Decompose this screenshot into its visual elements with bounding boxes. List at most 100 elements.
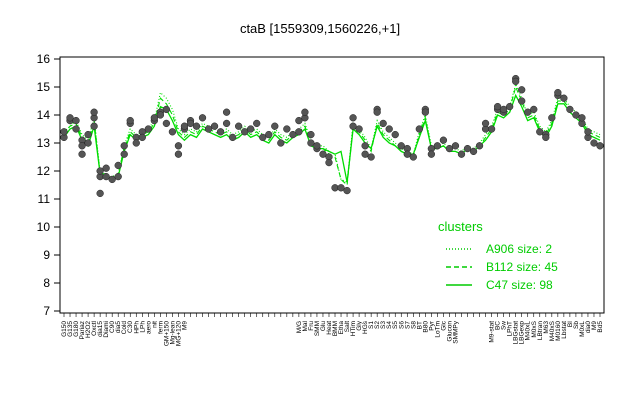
data-point bbox=[518, 86, 526, 94]
x-tick-label: MG+120 bbox=[175, 321, 182, 346]
x-tick-label: C30 bbox=[127, 321, 134, 333]
data-point bbox=[222, 119, 231, 128]
x-tick-label: aero bbox=[145, 321, 152, 334]
data-point bbox=[481, 119, 490, 128]
x-tick-label: Pyr bbox=[428, 320, 435, 331]
x-tick-label: S2 bbox=[374, 321, 381, 329]
y-tick-label: 14 bbox=[37, 108, 51, 122]
x-tick-label: Gly bbox=[356, 320, 363, 331]
x-tick-label: SMMPy bbox=[452, 320, 459, 344]
data-point bbox=[325, 158, 333, 167]
x-tick-label: Cold bbox=[121, 321, 128, 335]
data-point bbox=[228, 133, 237, 142]
x-tick-label: S6 bbox=[398, 321, 405, 329]
x-tick-label: dia15 bbox=[97, 321, 104, 337]
series-line-a906 bbox=[63, 82, 601, 184]
x-tick-label: Glu bbox=[320, 321, 327, 332]
y-tick-label: 8 bbox=[43, 276, 50, 290]
data-point bbox=[66, 114, 74, 122]
data-point bbox=[283, 125, 291, 133]
data-point bbox=[295, 116, 303, 125]
data-point bbox=[162, 119, 171, 128]
data-point bbox=[445, 144, 454, 153]
x-tick-label: M9 bbox=[591, 321, 598, 330]
data-point bbox=[361, 150, 369, 158]
data-point bbox=[102, 172, 110, 181]
data-point bbox=[235, 122, 243, 130]
data-point bbox=[343, 186, 351, 195]
data-point bbox=[397, 142, 405, 150]
data-point bbox=[259, 133, 267, 142]
data-point bbox=[512, 77, 520, 86]
y-tick-label: 16 bbox=[37, 52, 51, 66]
x-tick-label: S7 bbox=[404, 321, 411, 329]
x-tick-label: BC bbox=[495, 321, 502, 330]
data-point bbox=[150, 114, 158, 122]
data-point bbox=[403, 150, 411, 158]
data-point bbox=[168, 128, 177, 136]
x-tick-label: G135 bbox=[67, 321, 74, 337]
data-point bbox=[204, 125, 213, 133]
x-tick-label: Diami bbox=[103, 321, 110, 338]
plot-frame bbox=[59, 56, 605, 314]
data-point bbox=[289, 130, 297, 139]
data-point bbox=[427, 150, 436, 158]
data-point bbox=[487, 125, 496, 133]
x-tick-label: HTim bbox=[350, 321, 357, 336]
data-point bbox=[499, 105, 508, 114]
data-point bbox=[174, 142, 183, 150]
data-point bbox=[198, 114, 207, 122]
x-tick-label: G150 bbox=[61, 321, 68, 337]
data-point bbox=[144, 125, 152, 133]
data-point bbox=[307, 139, 315, 147]
data-point bbox=[90, 108, 98, 116]
data-point bbox=[548, 114, 556, 122]
x-tick-label: Etha bbox=[338, 321, 345, 335]
data-point bbox=[463, 144, 472, 153]
data-point bbox=[132, 139, 140, 147]
chart-title: ctaB [1559309,1560226,+1] bbox=[240, 21, 400, 36]
x-tick-label: S4 bbox=[386, 321, 393, 329]
data-point bbox=[355, 125, 363, 133]
y-tick-label: 9 bbox=[43, 248, 50, 262]
data-point bbox=[391, 130, 399, 139]
y-tick-label: 7 bbox=[43, 304, 50, 318]
x-tick-label: dia5 bbox=[115, 321, 122, 334]
data-point bbox=[572, 111, 580, 119]
x-tick-label: HGs bbox=[362, 320, 369, 334]
legend-label: A906 size: 2 bbox=[486, 242, 552, 256]
x-tick-label: LPh bbox=[139, 321, 146, 333]
data-point bbox=[102, 164, 110, 172]
data-point bbox=[566, 105, 574, 114]
data-point bbox=[120, 142, 128, 150]
x-tick-label: M40xL bbox=[525, 321, 532, 341]
data-point bbox=[349, 122, 357, 130]
data-point bbox=[120, 150, 128, 158]
x-tick-label: G180 bbox=[73, 321, 80, 337]
data-point bbox=[277, 139, 285, 147]
legend-label: B112 size: 45 bbox=[486, 260, 558, 274]
data-point bbox=[247, 125, 255, 133]
data-point bbox=[138, 133, 146, 142]
x-tick-label: S1 bbox=[368, 321, 375, 329]
x-tick-label: Mg-lean bbox=[169, 321, 176, 345]
x-tick-label: M0xS bbox=[531, 320, 538, 337]
x-tick-label: ferm bbox=[157, 321, 164, 334]
data-point bbox=[349, 114, 357, 122]
data-point bbox=[60, 128, 68, 136]
x-tick-label: Pariaz bbox=[79, 321, 86, 339]
data-point bbox=[542, 133, 550, 142]
x-tick-label: LBGstat bbox=[513, 321, 520, 345]
x-tick-label: Glucon bbox=[446, 321, 453, 342]
data-point bbox=[216, 128, 225, 136]
data-point bbox=[162, 105, 171, 114]
data-point bbox=[361, 142, 369, 150]
data-point bbox=[156, 111, 165, 119]
x-tick-label: Salt bbox=[344, 321, 351, 332]
data-point bbox=[367, 153, 375, 161]
legend-title: clusters bbox=[438, 219, 483, 234]
data-point bbox=[174, 150, 183, 158]
data-point bbox=[590, 139, 598, 147]
